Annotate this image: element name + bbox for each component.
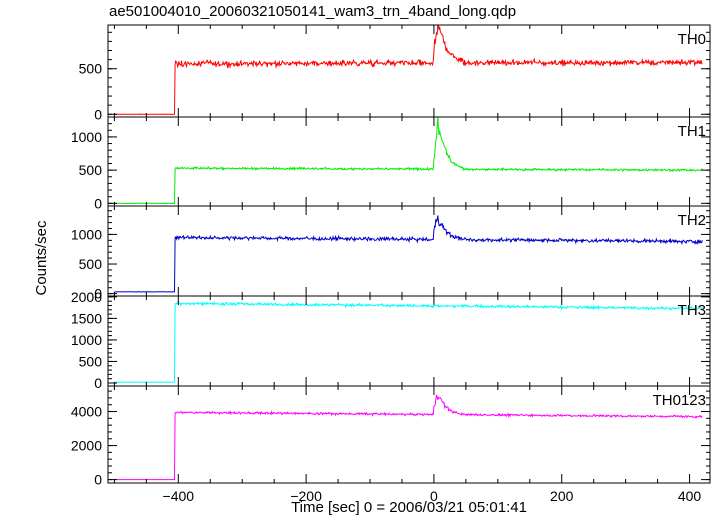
y-tick-label: 1000 — [71, 332, 102, 348]
y-tick-label: 2000 — [71, 289, 102, 305]
panel-frame-th3 — [107, 295, 711, 387]
y-tick-label: 500 — [79, 61, 103, 77]
y-tick-label: 500 — [79, 162, 103, 178]
y-tick-label: 500 — [79, 256, 103, 272]
y-tick-label: 500 — [79, 353, 103, 369]
y-tick-label: 0 — [94, 195, 102, 211]
panel-label-th3: TH3 — [678, 302, 706, 319]
y-axis-label: Counts/sec — [33, 220, 50, 296]
x-tick-label: 400 — [678, 488, 702, 504]
panel-frame-th2 — [107, 205, 711, 297]
panel-label-th1: TH1 — [678, 123, 706, 140]
panel-label-th0123: TH0123 — [653, 392, 706, 409]
panel-label-th2: TH2 — [678, 212, 706, 229]
y-tick-label: 2000 — [71, 438, 102, 454]
series-line-th2 — [114, 215, 703, 293]
y-tick-label: 0 — [94, 472, 102, 488]
panel-frame-th0 — [107, 24, 711, 118]
x-tick-label: 0 — [430, 488, 438, 504]
series-line-th1 — [114, 116, 703, 205]
series-line-th0123 — [114, 394, 703, 481]
panel-frame-th1 — [107, 116, 711, 207]
y-tick-label: 0 — [94, 375, 102, 391]
x-tick-label: 200 — [550, 488, 574, 504]
panel-frame-th0123 — [107, 385, 711, 484]
chart-title: ae501004010_20060321050141_wam3_trn_4ban… — [109, 3, 517, 20]
x-tick-label: −200 — [290, 488, 322, 504]
series-line-th0 — [114, 24, 703, 116]
x-axis-label: Time [sec] 0 = 2006/03/21 05:01:41 — [291, 499, 527, 516]
y-tick-label: 4000 — [71, 404, 102, 420]
y-tick-label: 1000 — [71, 226, 102, 242]
panel-label-th0: TH0 — [678, 31, 706, 48]
y-tick-label: 0 — [94, 286, 102, 302]
y-tick-label: 1500 — [71, 310, 102, 326]
y-tick-label: 1000 — [71, 129, 102, 145]
series-line-th3 — [114, 300, 703, 383]
x-tick-label: −400 — [163, 488, 195, 504]
y-tick-label: 0 — [94, 106, 102, 122]
